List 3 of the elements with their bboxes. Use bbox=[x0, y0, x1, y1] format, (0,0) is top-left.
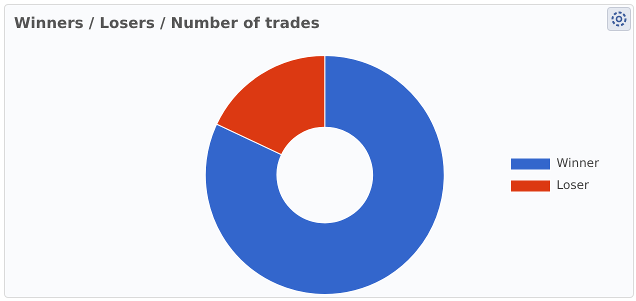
legend-label: Winner bbox=[556, 156, 600, 170]
chart-title: Winners / Losers / Number of trades bbox=[14, 14, 320, 32]
legend-label: Loser bbox=[556, 178, 589, 192]
